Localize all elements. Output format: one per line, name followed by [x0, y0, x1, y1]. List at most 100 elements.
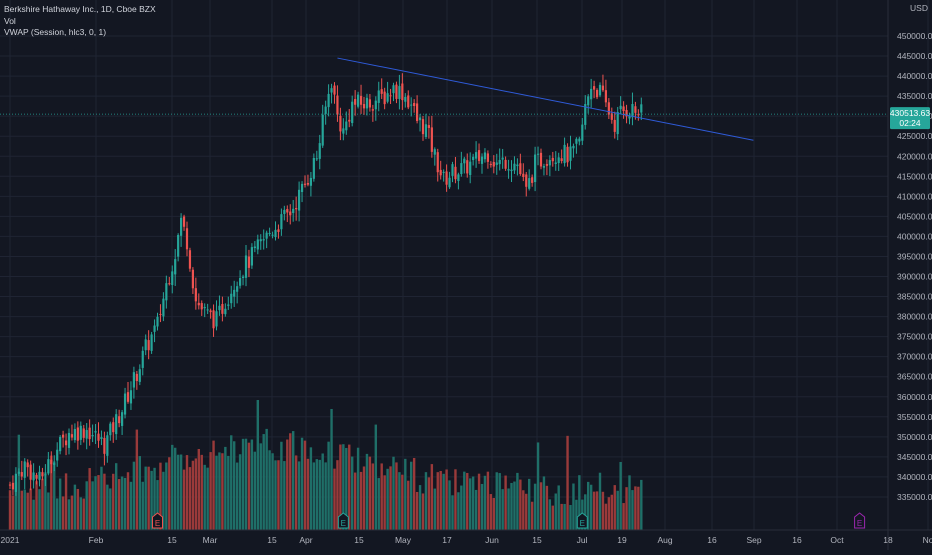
volume-bar — [168, 457, 171, 530]
earnings-marker[interactable]: E — [576, 512, 588, 529]
candle-body — [188, 250, 192, 269]
volume-bar — [448, 480, 451, 530]
volume-bar — [297, 461, 301, 530]
volume-bar — [56, 498, 59, 530]
candle-body — [168, 283, 171, 285]
volume-bar — [26, 492, 29, 530]
volume-bar — [628, 475, 631, 530]
symbol-title[interactable]: Berkshire Hathaway Inc., 1D, Cboe BZX — [4, 4, 156, 14]
candle-body — [410, 104, 413, 106]
price-tag-countdown: 02:24 — [899, 118, 921, 128]
earnings-marker[interactable]: E — [152, 512, 163, 529]
vwap-indicator-label[interactable]: VWAP (Session, hlc3, 0, 1) — [4, 27, 107, 37]
candle-body — [38, 471, 41, 480]
volume-bar — [398, 472, 401, 530]
candle-body — [97, 433, 100, 441]
candle-body — [274, 229, 277, 238]
volume-bar — [548, 499, 552, 530]
candle-body — [177, 235, 180, 257]
candle-body — [327, 93, 330, 108]
volume-bar — [545, 485, 549, 530]
y-tick-label: 405000.00 — [897, 211, 932, 221]
candle-body — [236, 286, 239, 292]
volume-indicator-label[interactable]: Vol — [4, 15, 16, 26]
chart-legend: Berkshire Hathaway Inc., 1D, Cboe BZX Vo… — [4, 4, 156, 39]
candle-body — [295, 208, 298, 210]
candle-body — [280, 214, 283, 230]
earnings-marker[interactable]: E — [337, 512, 349, 529]
volume-bar — [598, 472, 602, 530]
candle-body — [17, 471, 20, 474]
volume-bar — [380, 463, 383, 530]
x-tick-label: Feb — [89, 535, 104, 545]
volume-bar — [578, 475, 581, 530]
volume-bar — [247, 442, 251, 530]
candle-body — [70, 434, 74, 438]
candle-body — [253, 246, 256, 249]
volume-bar — [516, 472, 519, 530]
candle-body — [8, 484, 12, 486]
candle-body — [215, 311, 218, 327]
candle-body — [112, 422, 115, 433]
volume-bar — [498, 473, 501, 530]
volume-bar — [530, 501, 534, 530]
candle-body — [389, 95, 392, 97]
volume-bar — [566, 435, 569, 530]
volume-bar — [256, 400, 259, 530]
volume-bar — [528, 478, 531, 530]
candle-body — [436, 152, 439, 173]
volume-bar — [227, 455, 230, 530]
candle-body — [315, 158, 318, 160]
candle-body — [492, 161, 495, 167]
volume-bar — [150, 470, 153, 530]
overlays — [0, 57, 888, 141]
y-tick-label: 435000.00 — [897, 91, 932, 101]
candle-body — [359, 95, 363, 105]
volume-bar — [471, 476, 475, 530]
candle-body — [26, 462, 29, 468]
volume-bar — [327, 441, 330, 530]
candle-body — [73, 429, 76, 441]
volume-bar — [339, 444, 342, 530]
volume-bar — [41, 478, 44, 530]
volume-bar — [309, 447, 313, 530]
volume-bar — [383, 475, 386, 530]
volume-bar — [533, 483, 537, 530]
volume-bar — [88, 468, 91, 530]
candle-body — [212, 310, 215, 329]
earnings-marker[interactable]: E — [854, 512, 866, 529]
candle-body — [542, 166, 546, 168]
volume-bar — [253, 451, 257, 530]
volume-bar — [362, 466, 366, 530]
volume-bar — [274, 460, 277, 530]
volume-bar — [262, 434, 265, 530]
volume-bar — [115, 463, 118, 530]
volume-bar — [333, 468, 336, 530]
candle-body — [519, 163, 522, 175]
volume-bar — [418, 485, 422, 530]
y-tick-label: 340000.00 — [897, 472, 932, 482]
candle-body — [604, 90, 607, 103]
candle-body — [262, 239, 265, 241]
candle-body — [321, 114, 324, 146]
volume-bar — [330, 408, 333, 530]
candle-body — [557, 157, 560, 164]
volume-bar — [489, 494, 493, 530]
candle-body — [619, 105, 622, 110]
candle-body — [380, 89, 383, 94]
candle-body — [368, 99, 371, 108]
candle-body — [631, 103, 634, 118]
volume-bar — [368, 456, 372, 530]
volume-bar — [401, 474, 404, 530]
candle-body — [147, 340, 150, 351]
volume-bar — [386, 468, 389, 530]
candle-body — [79, 425, 82, 440]
x-tick-label: 15 — [267, 535, 277, 545]
volume-bar — [100, 466, 103, 530]
candle-body — [56, 449, 59, 461]
volume-bar — [112, 473, 115, 530]
candle-body — [507, 169, 510, 171]
